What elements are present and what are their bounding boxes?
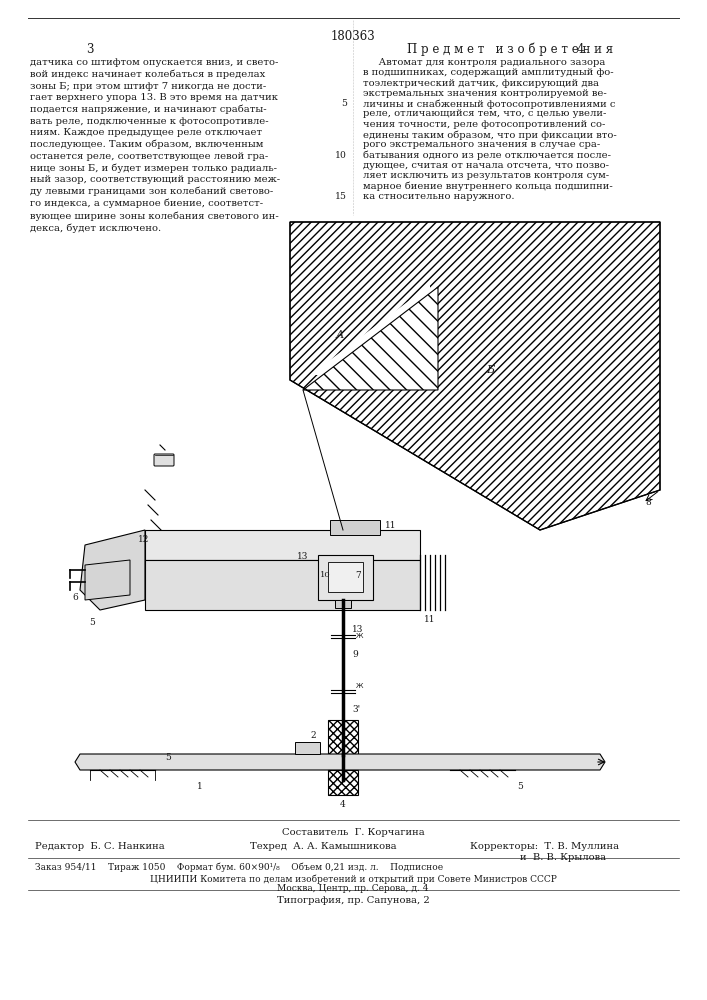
Text: 7: 7 <box>355 570 361 580</box>
Text: Б: Б <box>486 365 494 375</box>
Text: ка стносительно наружного.: ка стносительно наружного. <box>363 192 515 201</box>
Text: Корректоры:  Т. В. Муллина: Корректоры: Т. В. Муллина <box>470 842 619 851</box>
Text: экстремальных значения контролируемой ве-: экстремальных значения контролируемой ве… <box>363 89 607 98</box>
Polygon shape <box>80 530 145 610</box>
Text: 5: 5 <box>89 618 95 627</box>
Text: 2: 2 <box>310 730 316 740</box>
Text: 4: 4 <box>340 800 346 809</box>
Text: П р е д м е т   и з о б р е т е н и я: П р е д м е т и з о б р е т е н и я <box>407 43 613 56</box>
Polygon shape <box>75 754 605 770</box>
Text: Заказ 954/11    Тираж 1050    Формат бум. 60×90¹/₈    Объем 0,21 изд. л.    Подп: Заказ 954/11 Тираж 1050 Формат бум. 60×9… <box>35 862 443 871</box>
FancyBboxPatch shape <box>330 520 380 535</box>
Text: и  В. В. Крылова: и В. В. Крылова <box>470 853 606 862</box>
Polygon shape <box>290 222 660 530</box>
Text: марное биение внутреннего кольца подшипни-: марное биение внутреннего кольца подшипн… <box>363 182 613 191</box>
Text: Техред  А. А. Камышникова: Техред А. А. Камышникова <box>250 842 397 851</box>
Text: личины и снабженный фотосопротивлениями с: личины и снабженный фотосопротивлениями … <box>363 99 616 109</box>
Text: Редактор  Б. С. Нанкина: Редактор Б. С. Нанкина <box>35 842 165 851</box>
Text: Ж: Ж <box>356 683 363 689</box>
Text: 10: 10 <box>335 151 347 160</box>
Text: 180363: 180363 <box>331 30 375 43</box>
Polygon shape <box>310 285 430 375</box>
Text: батывания одного из реле отключается после-: батывания одного из реле отключается пос… <box>363 151 611 160</box>
Text: А: А <box>336 330 344 340</box>
FancyBboxPatch shape <box>154 454 174 466</box>
Text: 3': 3' <box>352 705 360 714</box>
Text: реле, отличающийся тем, что, с целью увели-: реле, отличающийся тем, что, с целью уве… <box>363 109 607 118</box>
Text: 13: 13 <box>352 625 363 634</box>
Polygon shape <box>303 287 438 390</box>
Text: Автомат для контроля радиального зазора: Автомат для контроля радиального зазора <box>363 58 605 67</box>
Text: Москва, Центр, пр. Серова, д. 4: Москва, Центр, пр. Серова, д. 4 <box>277 884 428 893</box>
Polygon shape <box>145 530 420 560</box>
Polygon shape <box>145 560 420 610</box>
FancyBboxPatch shape <box>295 742 320 754</box>
Text: Типография, пр. Сапунова, 2: Типография, пр. Сапунова, 2 <box>276 896 429 905</box>
Text: 5: 5 <box>341 99 347 108</box>
Text: единены таким образом, что при фиксации вто-: единены таким образом, что при фиксации … <box>363 130 617 140</box>
Text: Ж: Ж <box>356 633 363 639</box>
Text: ЦНИИПИ Комитета по делам изобретений и открытий при Совете Министров СССР: ЦНИИПИ Комитета по делам изобретений и о… <box>150 874 556 884</box>
FancyBboxPatch shape <box>328 770 358 795</box>
Text: рого экстремального значения в случае сра-: рого экстремального значения в случае ср… <box>363 140 600 149</box>
Text: 9: 9 <box>352 650 358 659</box>
Text: 3: 3 <box>86 43 94 56</box>
Text: 11: 11 <box>385 520 397 530</box>
Text: ляет исключить из результатов контроля сум-: ляет исключить из результатов контроля с… <box>363 171 609 180</box>
Text: 10: 10 <box>320 571 331 579</box>
Text: датчика со штифтом опускается вниз, и свето-
вой индекс начинает колебаться в пр: датчика со штифтом опускается вниз, и св… <box>30 58 280 233</box>
Text: дующее, считая от начала отсчета, что позво-: дующее, считая от начала отсчета, что по… <box>363 161 609 170</box>
Text: чения точности, реле фотосопротивлений со-: чения точности, реле фотосопротивлений с… <box>363 120 605 129</box>
FancyBboxPatch shape <box>335 600 351 608</box>
Text: 5: 5 <box>165 752 171 762</box>
Text: Составитель  Г. Корчагина: Составитель Г. Корчагина <box>281 828 424 837</box>
Text: 1: 1 <box>197 782 203 791</box>
FancyBboxPatch shape <box>318 555 373 600</box>
Text: 11: 11 <box>424 615 436 624</box>
Text: 12: 12 <box>138 535 149 544</box>
Text: 13: 13 <box>297 552 308 561</box>
FancyBboxPatch shape <box>328 720 358 755</box>
Text: тоэлектрический датчик, фиксирующий два: тоэлектрический датчик, фиксирующий два <box>363 79 599 88</box>
Text: 8: 8 <box>645 498 651 507</box>
Text: 5: 5 <box>517 782 523 791</box>
Text: 4: 4 <box>576 43 584 56</box>
Polygon shape <box>85 560 130 600</box>
FancyBboxPatch shape <box>328 562 363 592</box>
Text: 6: 6 <box>72 593 78 602</box>
Text: 15: 15 <box>335 192 347 201</box>
Text: в подшипниках, содержащий амплитудный фо-: в подшипниках, содержащий амплитудный фо… <box>363 68 614 77</box>
